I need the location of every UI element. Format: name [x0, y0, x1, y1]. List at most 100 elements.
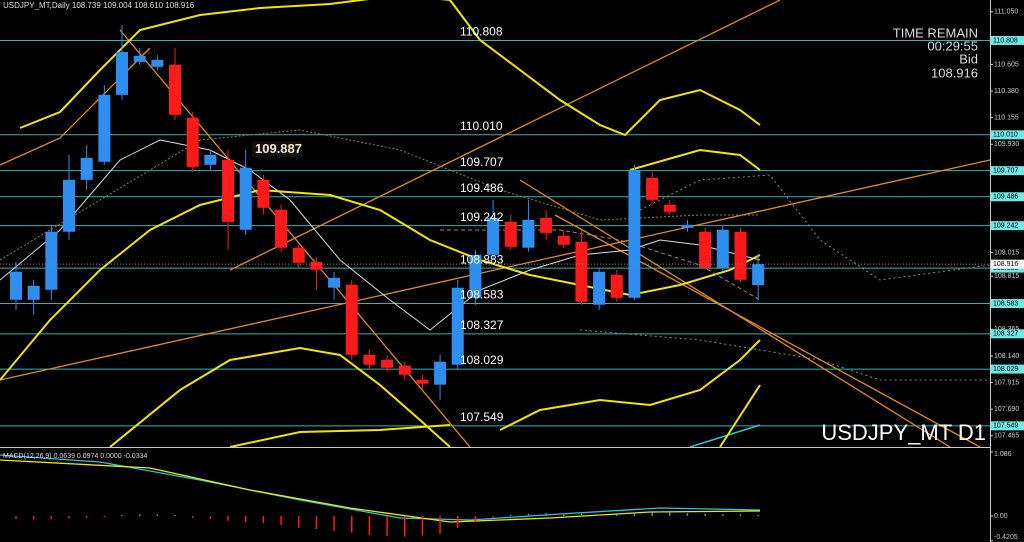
level-axis-label: 109.242 [993, 222, 1018, 229]
watermark: USDJPY_MT D1 [821, 420, 986, 445]
candle-body [487, 217, 500, 255]
y-tick-label: 108.140 [994, 353, 1019, 360]
y-tick-label: 0.00 [994, 513, 1008, 520]
candle-body [204, 154, 217, 165]
level-axis-label: 109.707 [993, 167, 1018, 174]
y-tick-label: 107.465 [994, 433, 1019, 440]
candle-body [434, 361, 447, 385]
candle-body [363, 354, 376, 365]
candle-body [257, 179, 270, 208]
bid: 108.916 [931, 65, 978, 80]
candle-body [80, 157, 93, 180]
level-label: 108.883 [460, 252, 504, 266]
level-axis-label: 108.583 [993, 300, 1018, 307]
level-box [991, 329, 1024, 339]
level-box [991, 364, 1024, 374]
time-remain-label: TIME REMAIN [893, 25, 978, 40]
level-box [991, 35, 1024, 45]
bid-label: Bid [959, 51, 978, 66]
moving-average [0, 139, 761, 331]
candle-body [752, 264, 765, 286]
candle-body [416, 379, 429, 384]
candle-body [133, 55, 146, 62]
level-box [991, 421, 1024, 431]
candle-body [27, 285, 40, 300]
candle-body [593, 271, 606, 305]
candle-body [292, 247, 305, 263]
level-label: 109.486 [460, 181, 504, 195]
candle-body [628, 169, 641, 298]
y-tick-label: 110.380 [994, 88, 1019, 95]
candle-body [699, 231, 712, 268]
chart-title: USDJPY_MT,Daily 108.739 109.004 108.610 … [3, 1, 195, 10]
indicators [0, 0, 990, 447]
candle-body [540, 217, 553, 233]
trend-line [229, 0, 781, 271]
candle-body [63, 179, 76, 232]
level-box [991, 299, 1024, 309]
candles [10, 24, 765, 537]
labels: 111.050 110.605 110.380 110.155 109.930 109.0… [0, 9, 1024, 542]
level-label: 109.707 [460, 155, 504, 169]
level-label: 109.242 [460, 210, 504, 224]
candle-body [381, 359, 394, 368]
band-outer [229, 424, 451, 447]
candle-body [239, 167, 252, 230]
y-tick-label: 108.815 [994, 273, 1019, 280]
candle-body [275, 209, 288, 248]
cloud-line [440, 229, 761, 301]
band-lower [719, 384, 761, 447]
bid-box [991, 259, 1024, 269]
candle-body [734, 231, 747, 280]
signal-line [0, 459, 761, 523]
y-tick-label: 110.605 [994, 61, 1019, 68]
y-tick-label: 109.015 [994, 249, 1019, 256]
macd-title: MACD(12,26,9) 0.0639 0.0974 0.0000 -0.03… [3, 453, 147, 460]
candle-body [186, 117, 199, 167]
candle-body [469, 254, 482, 298]
trend-line [0, 159, 990, 381]
candle-body [398, 365, 411, 375]
y-tick-label: 107.915 [994, 379, 1019, 386]
candle-body [522, 219, 535, 248]
cloud-line [639, 174, 990, 281]
level-box [991, 192, 1024, 202]
level-axis-label: 108.327 [993, 331, 1018, 338]
candle-body [575, 241, 588, 302]
candle-body [45, 231, 58, 290]
band-lower [499, 339, 761, 431]
candle-body [557, 235, 570, 245]
level-axis-label: 110.808 [993, 37, 1018, 44]
level-label: 110.010 [460, 119, 503, 133]
level-box [991, 221, 1024, 231]
candle-body [646, 177, 659, 200]
high-marker: 109.887 [255, 141, 302, 156]
candle-body [310, 261, 323, 270]
high-marker-box [252, 141, 302, 158]
band-upper [629, 148, 761, 171]
candle-body [328, 277, 341, 288]
level-box [991, 166, 1024, 176]
candle-body [663, 204, 676, 212]
level-label: 108.029 [460, 353, 504, 367]
level-label: 108.583 [460, 288, 504, 302]
candle-body [681, 224, 694, 228]
time-remain: 00:29:55 [927, 38, 978, 53]
trend-line [554, 214, 981, 447]
macd-line [0, 454, 761, 521]
candle-body [716, 229, 729, 268]
y-tick-label: 109.930 [994, 141, 1019, 148]
level-label: 110.808 [460, 25, 503, 39]
candle-body [98, 94, 111, 162]
candle-body [169, 64, 182, 115]
level-box [991, 130, 1024, 140]
level-label: 108.327 [460, 318, 504, 332]
y-tick-label: 107.690 [994, 406, 1019, 413]
y-tick-label: 111.050 [994, 9, 1018, 16]
candle-body [116, 51, 129, 95]
macd-line [689, 424, 761, 447]
macd-lines [0, 454, 761, 523]
band-upper [19, 0, 761, 137]
